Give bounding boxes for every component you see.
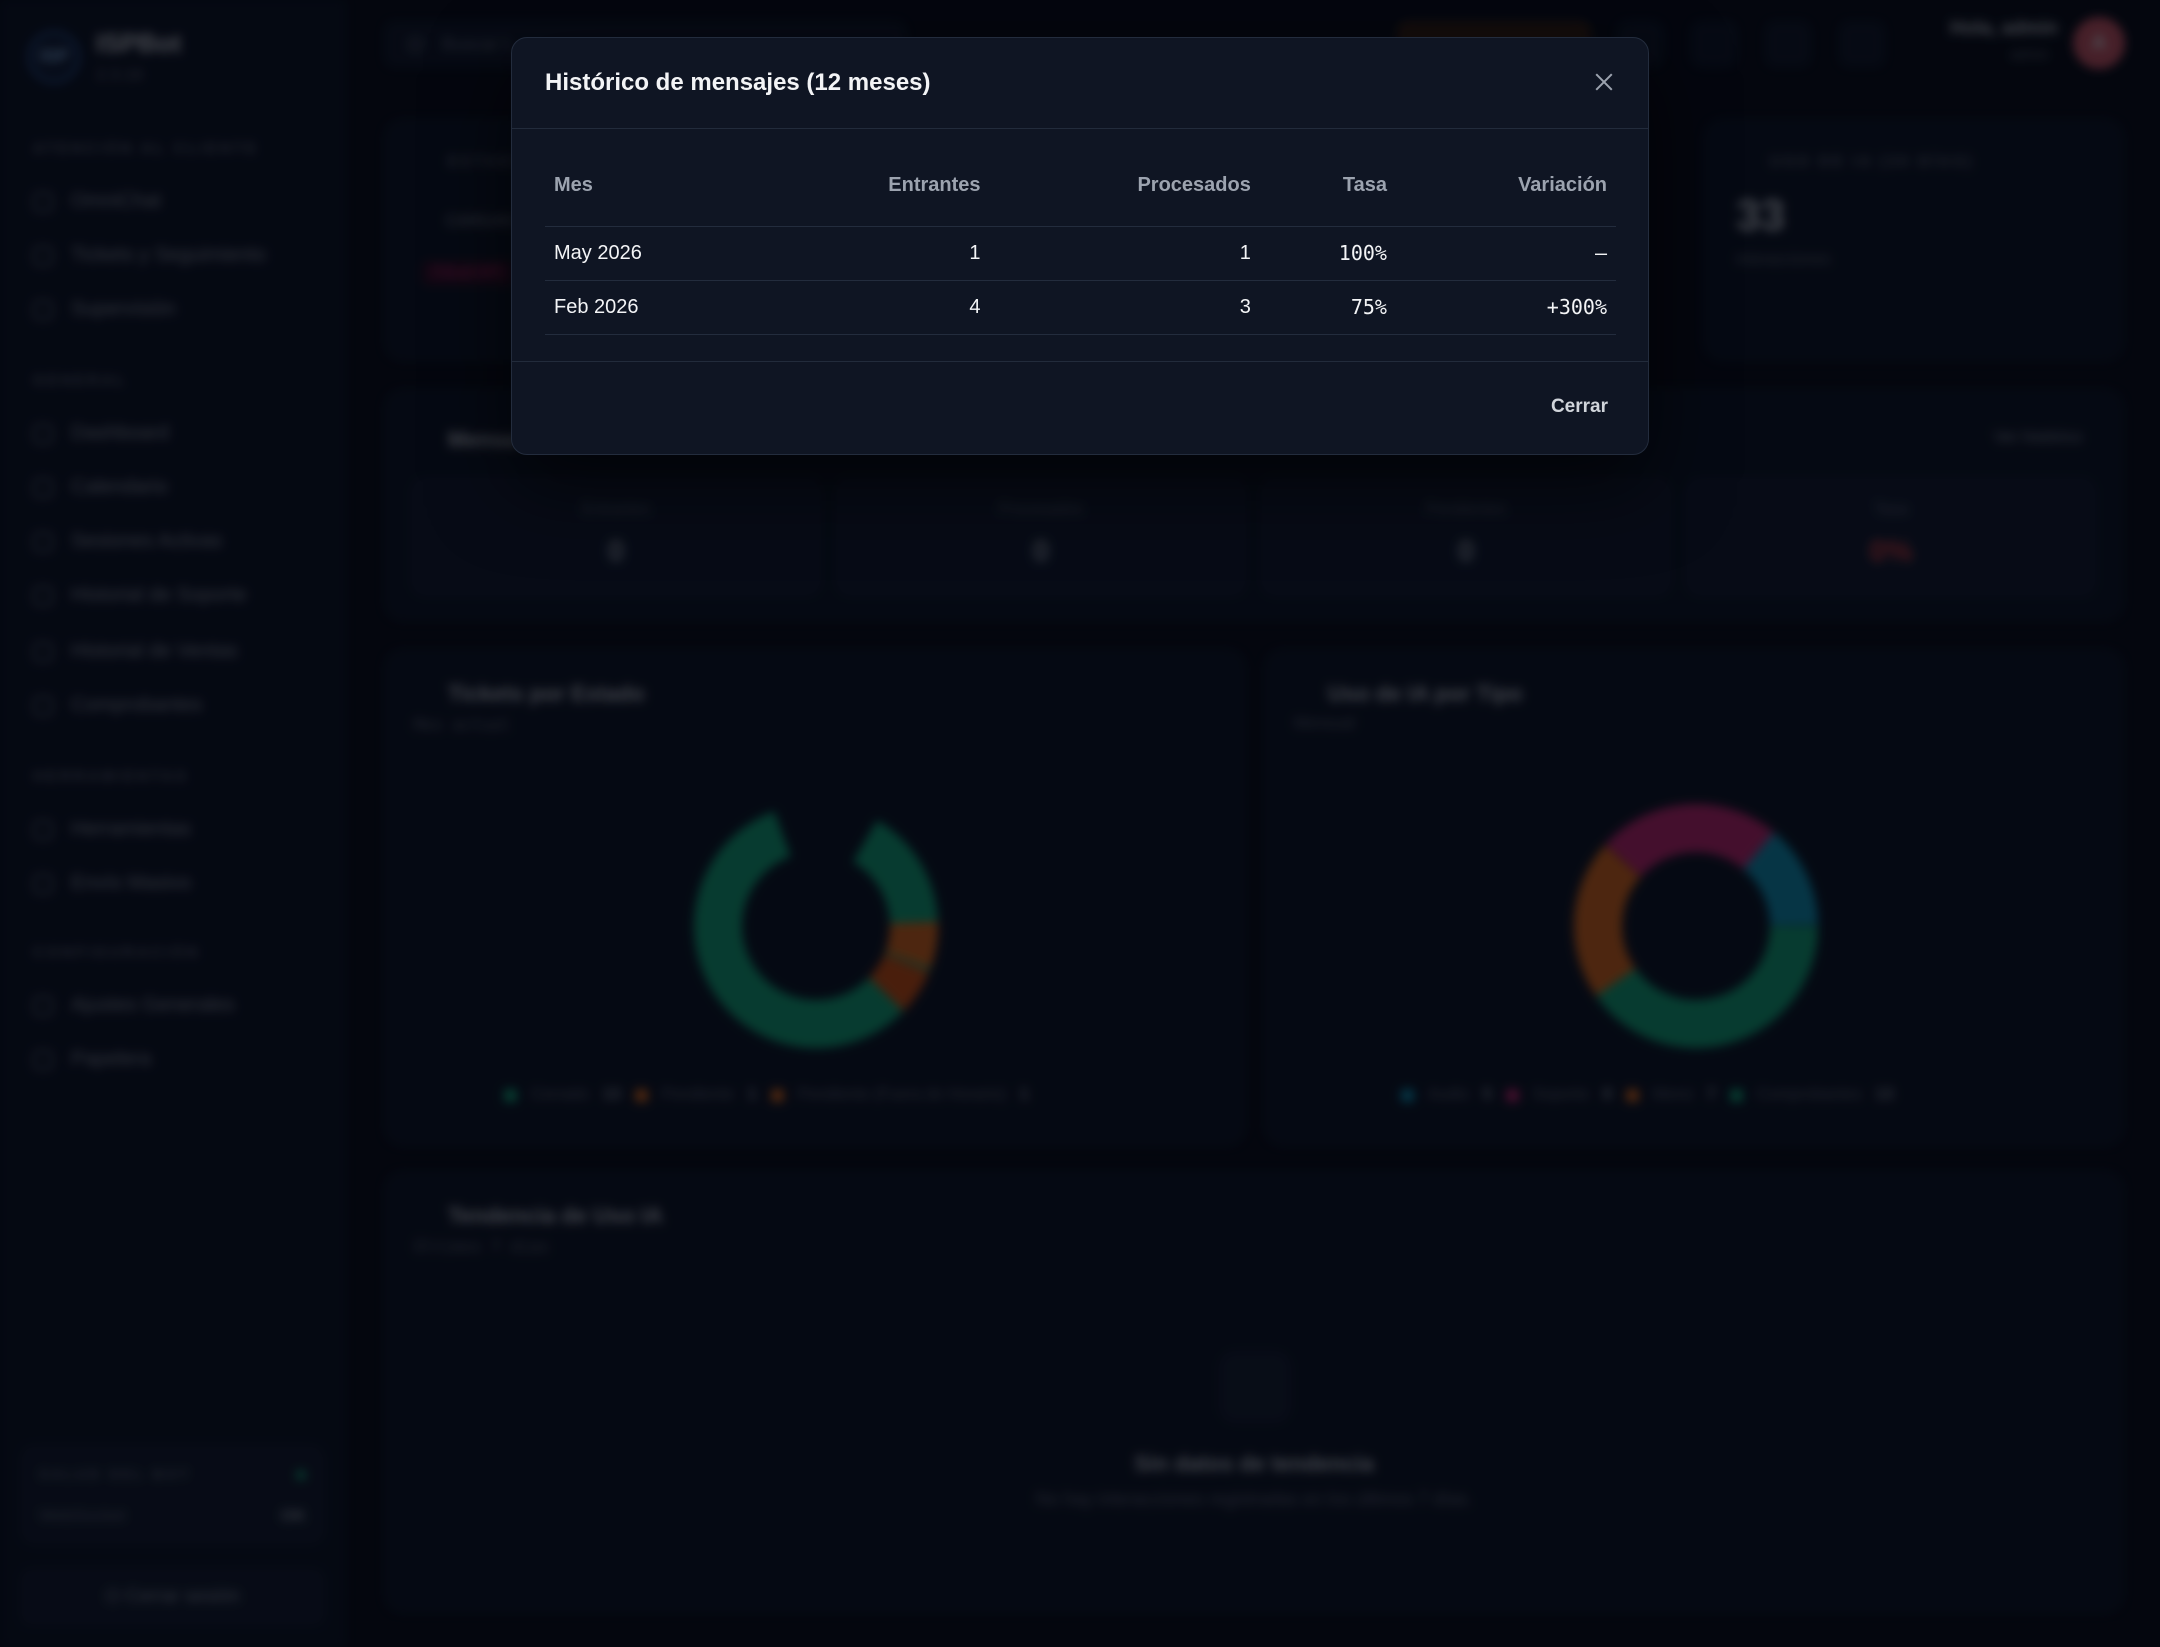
wrench-icon	[33, 819, 53, 840]
table-row: Feb 2026 4 3 75% +300%	[545, 280, 1616, 335]
modal-footer: Cerrar	[512, 361, 1648, 454]
gear-icon	[33, 995, 53, 1016]
cell-tasa: 100%	[1259, 226, 1396, 281]
sidebar-item-dashboard[interactable]: Dashboard	[33, 422, 169, 445]
calendar-icon	[33, 477, 53, 498]
sidebar-item-historial-soporte[interactable]: Historial de Soporte	[33, 584, 247, 607]
ia-type-donut-chart	[1574, 804, 1818, 1049]
trend-card: Tendencia de Uso IA Últimos 7 días Sin d…	[385, 1172, 2123, 1612]
table-header-row: Mes Entrantes Procesados Tasa Variación	[545, 162, 1616, 227]
cerrar-button[interactable]: Cerrar	[1550, 396, 1608, 417]
close-icon[interactable]	[1590, 68, 1618, 96]
column-header-tasa: Tasa	[1259, 162, 1396, 227]
history-icon	[33, 585, 53, 606]
column-header-entrantes: Entrantes	[762, 162, 990, 227]
nav-section-configuracion: CONFIGURACIÓN	[33, 944, 201, 961]
cell-mes: Feb 2026	[545, 280, 763, 335]
nav-section-atencion: ATENCIÓN AL CLIENTE	[33, 140, 259, 157]
ticket-icon	[33, 245, 53, 266]
logout-button[interactable]: ⏻ Cerrar sesión	[20, 1568, 325, 1626]
power-icon: ⏻	[105, 1586, 126, 1607]
tickets-legend: Cerrado 13 Pendiente 1 Pendiente (Fuera de…	[504, 1086, 1029, 1104]
column-header-mes: Mes	[545, 162, 763, 227]
cell-procesados: 1	[989, 226, 1260, 281]
tickets-card: Tickets por Estado Mes actual Cerrado 13 …	[385, 650, 1245, 1145]
sidebar-item-ajustes[interactable]: Ajustes Generales	[33, 994, 234, 1017]
send-icon	[33, 873, 53, 894]
trend-empty-icon	[1219, 1351, 1291, 1423]
ia-usage-card: USO DE IA (30 DÍAS) 33 interacciones	[1705, 120, 2123, 360]
cell-mes: May 2026	[545, 226, 763, 281]
ia-type-legend: Audio 5 Soporte 8 Menú 7 Comprobantes 13	[1401, 1086, 1893, 1104]
nav-section-herramientas: HERRAMIENTAS	[33, 768, 189, 785]
avatar[interactable]: A	[2073, 17, 2125, 69]
user-greeting: Hola, admin	[1950, 18, 2058, 39]
donut-slice-comprobantes	[1574, 804, 1818, 1048]
modal-title: Histórico de mensajes (12 meses)	[545, 69, 931, 96]
search-icon	[408, 37, 423, 52]
app-version: 2.3.16	[96, 65, 144, 84]
trash-icon	[33, 1049, 53, 1070]
health-status-dot	[296, 1470, 306, 1480]
cell-tasa: 75%	[1259, 280, 1396, 335]
trend-up-icon	[33, 641, 53, 662]
sidebar: ISP ISPBot 2.3.16 ATENCIÓN AL CLIENTE Om…	[0, 0, 345, 1647]
history-table: Mes Entrantes Procesados Tasa Variación …	[545, 162, 1616, 335]
brand-logo: ISP	[28, 30, 80, 83]
sidebar-item-herramientas[interactable]: Herramientas	[33, 818, 191, 841]
stat-procesados: Procesados 0	[836, 478, 1246, 596]
sidebar-item-calendario[interactable]: Calendario	[33, 476, 168, 499]
table-row: May 2026 1 1 100% —	[545, 226, 1616, 281]
sidebar-item-historial-ventas[interactable]: Historial de Ventas	[33, 640, 238, 663]
receipt-icon	[33, 695, 53, 716]
sidebar-item-papelera[interactable]: Papelera	[33, 1048, 151, 1071]
nav-section-general: GENERAL	[33, 372, 128, 389]
column-header-procesados: Procesados	[989, 162, 1260, 227]
ia-type-card: Uso de IA por Tipo Mensual Audio 5 Soport…	[1265, 650, 2123, 1145]
cell-entrantes: 1	[762, 226, 990, 281]
sidebar-item-sesiones[interactable]: Sesiones Activas	[33, 530, 222, 553]
activity-icon	[33, 531, 53, 552]
stat-entrantes: Entrantes 0	[411, 478, 821, 596]
chat-icon	[33, 191, 53, 212]
brand: ISP ISPBot 2.3.16	[28, 28, 181, 85]
cell-variacion: —	[1395, 226, 1616, 281]
sidebar-item-tickets[interactable]: Tickets y Seguimiento	[33, 244, 266, 267]
history-modal: Histórico de mensajes (12 meses) Mes Ent…	[511, 37, 1649, 455]
grid-icon	[33, 423, 53, 444]
plus-icon[interactable]	[1840, 22, 1884, 66]
cell-procesados: 3	[989, 280, 1260, 335]
ver-historico-link[interactable]: Ver histórico	[1993, 429, 2082, 446]
stat-pendientes: Pendientes 0	[1261, 478, 1671, 596]
theme-icon[interactable]	[1766, 22, 1810, 66]
modal-header: Histórico de mensajes (12 meses)	[512, 38, 1648, 129]
stat-tasa: Tasa 0%	[1686, 478, 2096, 596]
column-header-variacion: Variación	[1395, 162, 1616, 227]
user-role: admin	[2010, 46, 2049, 62]
brand-name: ISPBot	[96, 28, 182, 58]
bell-icon[interactable]	[1692, 22, 1736, 66]
sidebar-item-supervision[interactable]: Supervisión	[33, 298, 176, 321]
sidebar-item-comprobantes[interactable]: Comprobantes	[33, 694, 202, 717]
eye-icon	[33, 299, 53, 320]
sidebar-item-envio-masivo[interactable]: Envío Masivo	[33, 872, 191, 895]
bot-health-panel: SALUD DEL BOT WebSocket OK	[20, 1445, 325, 1545]
tickets-donut-chart	[694, 804, 938, 1048]
sidebar-item-omnichat[interactable]: OmniChat	[33, 190, 161, 213]
cell-variacion: +300%	[1395, 280, 1616, 335]
cell-entrantes: 4	[762, 280, 990, 335]
